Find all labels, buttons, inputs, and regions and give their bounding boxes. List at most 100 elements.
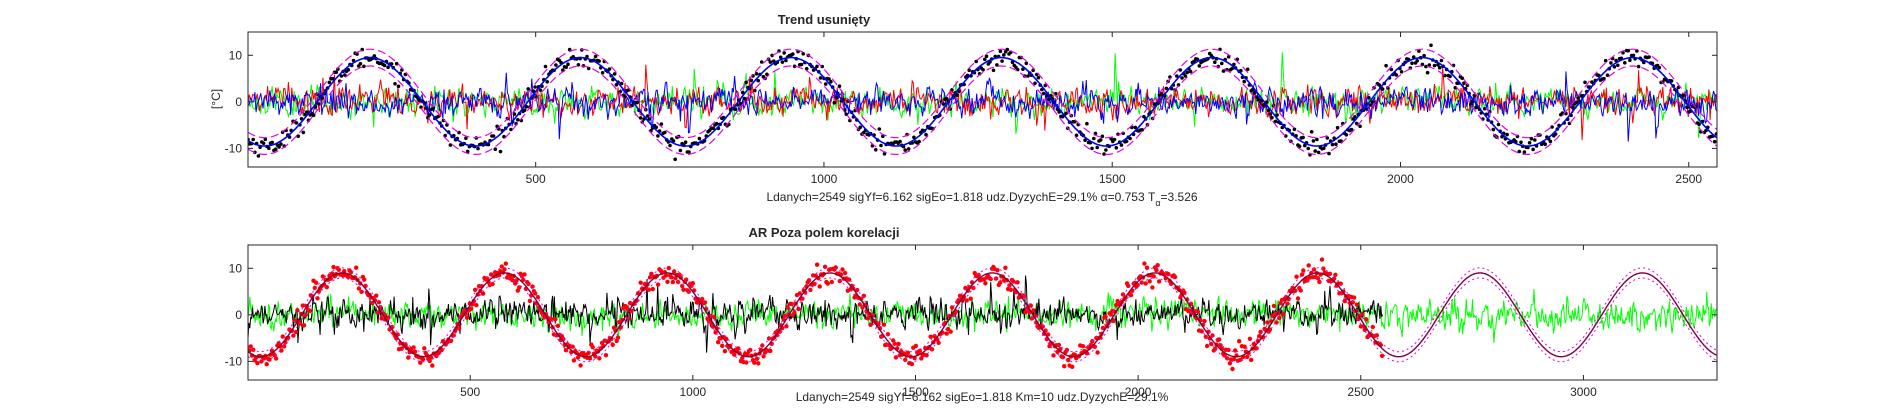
data-point — [331, 76, 335, 81]
data-point — [1112, 137, 1117, 142]
data-point — [669, 275, 674, 280]
data-point — [1370, 100, 1374, 104]
data-point — [1273, 119, 1278, 124]
data-point — [1647, 55, 1651, 59]
data-point — [359, 289, 364, 294]
data-point — [1199, 329, 1205, 334]
data-point — [343, 73, 347, 77]
data-point — [1080, 344, 1086, 349]
data-point — [1098, 138, 1103, 142]
x-tick-label: 2000 — [1387, 172, 1414, 186]
data-point — [619, 81, 624, 86]
data-point — [968, 296, 973, 301]
data-point — [635, 100, 639, 105]
x-tick-label: 1500 — [902, 385, 929, 399]
data-point — [1531, 147, 1535, 152]
data-point — [412, 349, 418, 354]
data-point — [1166, 271, 1171, 277]
data-point — [815, 64, 819, 69]
data-point — [1102, 152, 1106, 156]
data-point — [597, 59, 601, 63]
caption-top: Ldanych=2549 sigYf=6.162 sigEo=1.818 udz… — [766, 190, 1197, 208]
data-point — [1335, 125, 1340, 130]
data-point — [1432, 63, 1437, 68]
data-point — [885, 332, 891, 337]
data-point — [585, 54, 589, 59]
data-point — [590, 344, 595, 350]
data-point — [955, 93, 959, 97]
data-point — [1576, 96, 1580, 100]
data-point — [1350, 300, 1356, 305]
data-point — [472, 287, 478, 292]
data-point — [1090, 146, 1094, 151]
y-tick-label: -10 — [225, 354, 243, 368]
data-point — [789, 301, 794, 307]
data-point — [1714, 132, 1717, 136]
data-point — [1342, 298, 1347, 304]
data-point — [1202, 318, 1207, 324]
data-point — [346, 274, 351, 280]
data-point — [1399, 70, 1404, 74]
data-point — [1322, 146, 1326, 150]
caption-bottom: Ldanych=2549 sigYf=6.162 sigEo=1.818 Km=… — [796, 390, 1169, 404]
data-point — [522, 272, 527, 277]
data-point — [857, 302, 862, 307]
data-point — [1309, 130, 1314, 134]
data-point — [1103, 314, 1108, 319]
data-point — [1108, 312, 1114, 317]
data-point — [431, 106, 435, 111]
data-point — [1217, 337, 1222, 342]
data-point — [427, 358, 432, 364]
data-point — [1519, 140, 1523, 145]
data-point — [300, 303, 305, 308]
data-point — [1462, 81, 1466, 85]
data-point — [376, 300, 382, 305]
data-point — [578, 363, 583, 368]
data-point — [1420, 62, 1425, 67]
data-point — [1327, 151, 1331, 156]
data-point — [436, 350, 442, 355]
data-point — [716, 340, 721, 345]
data-point — [678, 148, 683, 153]
data-point — [865, 316, 870, 321]
data-point — [941, 102, 946, 106]
data-point — [297, 321, 303, 326]
data-point — [1015, 280, 1020, 285]
data-point — [638, 116, 643, 120]
data-point — [829, 80, 833, 84]
data-point — [1583, 80, 1587, 85]
data-point — [1574, 100, 1579, 105]
data-point — [1389, 67, 1394, 72]
data-point — [261, 141, 266, 146]
data-point — [396, 84, 401, 89]
data-point — [1636, 64, 1641, 69]
plot-area-bottom — [248, 257, 1717, 372]
y-axis-label-top: [°C] — [209, 89, 223, 109]
data-point — [868, 322, 873, 327]
data-point — [301, 130, 306, 135]
data-point — [1064, 111, 1068, 116]
data-point — [720, 343, 725, 348]
data-point — [1047, 97, 1051, 102]
data-point — [1142, 261, 1147, 266]
data-point — [1256, 98, 1260, 102]
data-point — [480, 291, 486, 296]
data-point — [1354, 121, 1359, 126]
data-point — [1374, 333, 1380, 338]
data-point — [1247, 336, 1253, 341]
data-point — [742, 96, 747, 101]
data-point — [597, 356, 602, 361]
data-point — [267, 146, 271, 150]
data-point — [1281, 311, 1286, 316]
data-point — [949, 305, 955, 310]
data-point — [756, 361, 761, 366]
data-point — [1333, 272, 1338, 277]
data-point — [1334, 142, 1338, 146]
data-point — [394, 61, 399, 66]
data-point — [1363, 317, 1369, 322]
data-point — [538, 88, 543, 92]
model-line — [248, 56, 1717, 147]
data-point — [1380, 87, 1385, 91]
data-point — [683, 140, 688, 144]
